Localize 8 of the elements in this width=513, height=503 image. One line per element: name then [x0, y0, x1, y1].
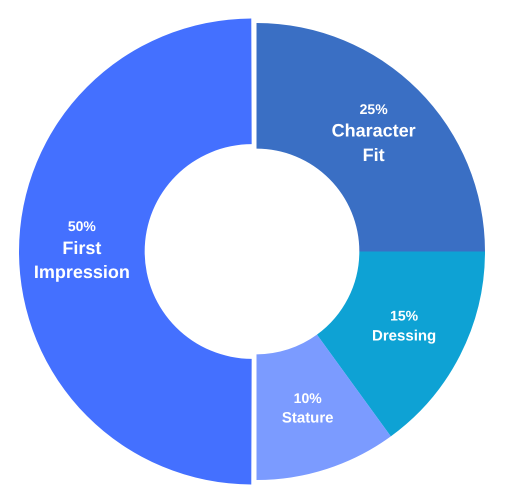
- slice-label: Stature: [282, 410, 334, 427]
- data-label: 25%: [360, 100, 388, 117]
- data-label: 10%: [294, 390, 322, 406]
- data-label: 50%: [68, 218, 96, 234]
- slice-label: Dressing: [372, 327, 436, 344]
- slice-label: First Impression: [34, 238, 130, 282]
- slice-label: Character Fit: [332, 120, 416, 165]
- data-label: 15%: [390, 307, 419, 324]
